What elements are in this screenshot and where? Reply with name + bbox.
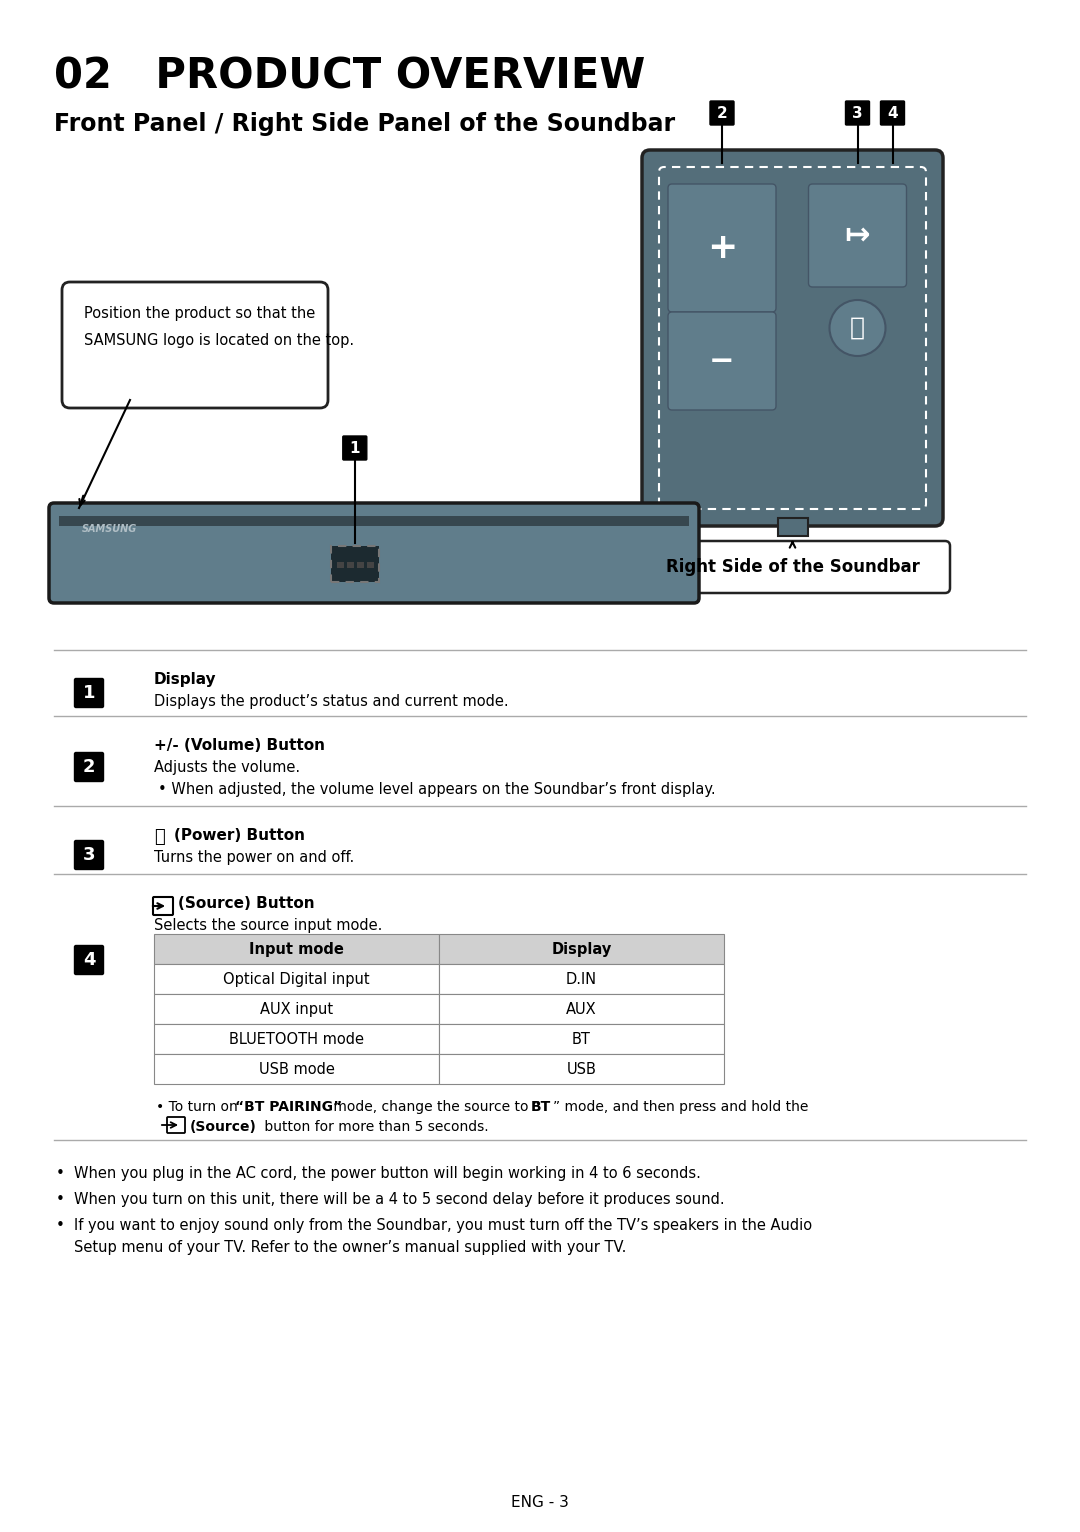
Text: USB: USB — [567, 1062, 596, 1077]
Text: 3: 3 — [852, 106, 863, 121]
Text: Turns the power on and off.: Turns the power on and off. — [154, 850, 354, 866]
Text: 4: 4 — [83, 951, 95, 970]
Bar — [367, 562, 374, 568]
Text: ENG - 3: ENG - 3 — [511, 1495, 569, 1511]
Text: AUX input: AUX input — [260, 1002, 333, 1017]
Text: Selects the source input mode.: Selects the source input mode. — [154, 918, 382, 933]
Text: Input mode: Input mode — [249, 942, 343, 956]
Text: 2: 2 — [83, 758, 95, 777]
Text: ⏻: ⏻ — [154, 827, 165, 846]
Text: D.IN: D.IN — [566, 971, 597, 987]
Text: 1: 1 — [350, 441, 360, 455]
Text: Right Side of the Soundbar: Right Side of the Soundbar — [665, 558, 919, 576]
Text: mode, change the source to “: mode, change the source to “ — [329, 1100, 540, 1114]
Text: Optical Digital input: Optical Digital input — [224, 971, 369, 987]
Text: ⏻: ⏻ — [850, 316, 865, 340]
FancyBboxPatch shape — [75, 945, 104, 974]
FancyBboxPatch shape — [635, 541, 950, 593]
Text: +/- (Volume) Button: +/- (Volume) Button — [154, 738, 325, 754]
Bar — [330, 545, 379, 582]
Text: When you turn on this unit, there will be a 4 to 5 second delay before it produc: When you turn on this unit, there will b… — [75, 1192, 725, 1207]
Bar — [347, 562, 354, 568]
Text: ” mode, and then press and hold the: ” mode, and then press and hold the — [553, 1100, 808, 1114]
FancyBboxPatch shape — [880, 101, 905, 126]
FancyBboxPatch shape — [642, 150, 943, 525]
Bar — [154, 935, 438, 964]
Text: −: − — [710, 346, 734, 375]
Text: Position the product so that the
SAMSUNG logo is located on the top.: Position the product so that the SAMSUNG… — [84, 306, 354, 348]
Text: “BT PAIRING”: “BT PAIRING” — [235, 1100, 342, 1114]
Text: If you want to enjoy sound only from the Soundbar, you must turn off the TV’s sp: If you want to enjoy sound only from the… — [75, 1218, 812, 1233]
Text: Displays the product’s status and current mode.: Displays the product’s status and curren… — [154, 694, 509, 709]
Text: When you plug in the AC cord, the power button will begin working in 4 to 6 seco: When you plug in the AC cord, the power … — [75, 1166, 701, 1181]
Text: 4: 4 — [887, 106, 897, 121]
Text: ↦: ↦ — [845, 221, 870, 250]
FancyBboxPatch shape — [75, 841, 104, 870]
FancyBboxPatch shape — [342, 437, 367, 460]
FancyBboxPatch shape — [49, 502, 699, 604]
Text: 1: 1 — [83, 683, 95, 702]
FancyBboxPatch shape — [75, 679, 104, 708]
Text: Adjusts the volume.: Adjusts the volume. — [154, 760, 300, 775]
Bar — [154, 994, 438, 1023]
Text: USB mode: USB mode — [258, 1062, 335, 1077]
FancyBboxPatch shape — [669, 184, 777, 313]
Bar — [438, 1054, 724, 1085]
Text: •: • — [56, 1166, 65, 1181]
Text: • To turn on: • To turn on — [156, 1100, 242, 1114]
Bar — [438, 964, 724, 994]
Text: Display: Display — [154, 673, 217, 686]
Text: • When adjusted, the volume level appears on the Soundbar’s front display.: • When adjusted, the volume level appear… — [158, 781, 716, 797]
Text: +: + — [706, 231, 738, 265]
Bar — [154, 1054, 438, 1085]
Text: (Source) Button: (Source) Button — [178, 896, 314, 912]
Bar — [59, 516, 689, 525]
Text: •: • — [56, 1218, 65, 1233]
Bar — [154, 964, 438, 994]
Text: 2: 2 — [717, 106, 727, 121]
FancyBboxPatch shape — [809, 184, 906, 286]
FancyBboxPatch shape — [75, 752, 104, 781]
Text: 3: 3 — [83, 846, 95, 864]
Bar — [778, 518, 808, 536]
Bar — [438, 935, 724, 964]
Text: button for more than 5 seconds.: button for more than 5 seconds. — [260, 1120, 488, 1134]
FancyBboxPatch shape — [710, 101, 734, 126]
Text: BT: BT — [531, 1100, 551, 1114]
FancyBboxPatch shape — [846, 101, 869, 126]
Bar — [438, 994, 724, 1023]
Text: BLUETOOTH mode: BLUETOOTH mode — [229, 1031, 364, 1046]
Text: (Source): (Source) — [190, 1120, 257, 1134]
Text: Setup menu of your TV. Refer to the owner’s manual supplied with your TV.: Setup menu of your TV. Refer to the owne… — [75, 1239, 626, 1255]
Text: AUX: AUX — [566, 1002, 597, 1017]
Text: Display: Display — [552, 942, 611, 956]
FancyBboxPatch shape — [62, 282, 328, 408]
Bar — [337, 562, 343, 568]
Text: (Power) Button: (Power) Button — [174, 827, 305, 843]
Circle shape — [829, 300, 886, 355]
Bar — [356, 562, 364, 568]
FancyBboxPatch shape — [669, 313, 777, 411]
Text: 02   PRODUCT OVERVIEW: 02 PRODUCT OVERVIEW — [54, 55, 645, 97]
Bar — [154, 1023, 438, 1054]
Text: BT: BT — [572, 1031, 591, 1046]
Bar — [438, 1023, 724, 1054]
Text: •: • — [56, 1192, 65, 1207]
Text: Front Panel / Right Side Panel of the Soundbar: Front Panel / Right Side Panel of the So… — [54, 112, 675, 136]
Text: SAMSUNG: SAMSUNG — [82, 524, 137, 535]
